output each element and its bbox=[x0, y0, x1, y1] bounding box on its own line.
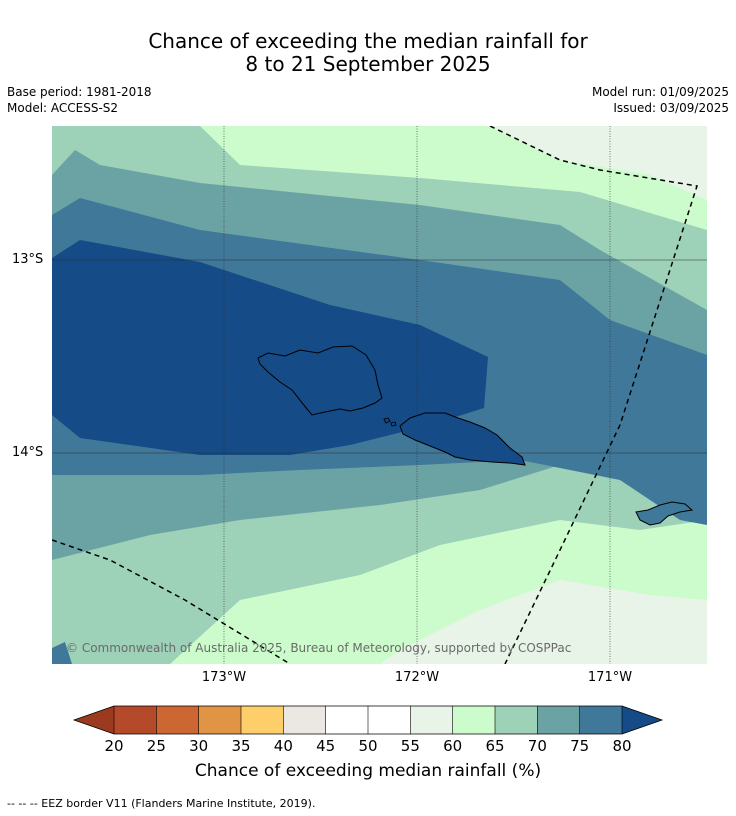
title-line-2: 8 to 21 September 2025 bbox=[245, 52, 491, 76]
colorbar-label: Chance of exceeding median rainfall (%) bbox=[194, 761, 542, 781]
colorbar-segment bbox=[156, 706, 200, 734]
colorbar-segment bbox=[368, 706, 411, 734]
graticule-lat bbox=[52, 259, 707, 454]
apolima-island bbox=[390, 421, 397, 427]
copyright-text: © Commonwealth of Australia 2025, Bureau… bbox=[66, 641, 572, 655]
upolu-island bbox=[399, 412, 526, 466]
lat-label-13s: 13°S bbox=[12, 252, 44, 267]
savaii-island bbox=[257, 345, 383, 416]
colorbar-segment bbox=[579, 706, 623, 734]
colorbar-tick-label: 50 bbox=[358, 737, 378, 755]
colorbar-segment bbox=[283, 706, 327, 734]
colorbar-tick-label: 80 bbox=[612, 737, 632, 755]
lon-label-171w: 171°W bbox=[587, 670, 633, 685]
colorbar-tick-label: 75 bbox=[570, 737, 590, 755]
colorbar-tick-label: 45 bbox=[316, 737, 336, 755]
colorbar-segment bbox=[325, 706, 369, 734]
colorbar-extend-high bbox=[622, 706, 662, 734]
band-patch-bottom-left bbox=[52, 642, 72, 664]
colorbar-tick-label: 65 bbox=[485, 737, 505, 755]
chart-title: Chance of exceeding the median rainfall … bbox=[0, 30, 736, 76]
colorbar-segment bbox=[537, 706, 581, 734]
manono-island bbox=[383, 417, 391, 424]
colorbar-tick-label: 70 bbox=[527, 737, 547, 755]
colorbar-segment bbox=[452, 706, 496, 734]
colorbar-segment bbox=[198, 706, 242, 734]
colorbar-tick-label: 60 bbox=[443, 737, 463, 755]
colorbar-outline bbox=[72, 705, 664, 735]
colorbar bbox=[72, 705, 664, 735]
contour-field bbox=[52, 126, 707, 664]
colorbar-segment bbox=[495, 706, 538, 734]
colorbar-segment bbox=[241, 706, 284, 734]
lon-label-173w: 173°W bbox=[201, 670, 247, 685]
colorbar-tick-label: 30 bbox=[189, 737, 209, 755]
colorbar-tick-label: 35 bbox=[231, 737, 251, 755]
colorbar-tick-label: 40 bbox=[273, 737, 293, 755]
colorbar-extend-low bbox=[74, 706, 114, 734]
model-text: Model: ACCESS-S2 bbox=[7, 101, 119, 115]
colorbar-segment bbox=[410, 706, 454, 734]
colorbar-tick-label: 55 bbox=[400, 737, 420, 755]
eez-footnote: -- -- -- EEZ border V11 (Flanders Marine… bbox=[7, 797, 316, 810]
colorbar-tick-label: 20 bbox=[104, 737, 124, 755]
colorbar-tick-label: 25 bbox=[146, 737, 166, 755]
issued-text: Issued: 03/09/2025 bbox=[613, 101, 729, 115]
lat-label-14s: 14°S bbox=[12, 445, 44, 460]
base-period-text: Base period: 1981-2018 bbox=[7, 85, 152, 99]
title-line-1: Chance of exceeding the median rainfall … bbox=[148, 29, 588, 53]
meta-right: Model run: 01/09/2025 Issued: 03/09/2025 bbox=[592, 84, 729, 116]
lon-label-172w: 172°W bbox=[394, 670, 440, 685]
eez-border bbox=[52, 126, 698, 664]
colorbar-segment bbox=[114, 706, 157, 734]
tutuila-island bbox=[635, 501, 694, 526]
graticule bbox=[223, 126, 611, 664]
model-run-text: Model run: 01/09/2025 bbox=[591, 85, 729, 99]
meta-left: Base period: 1981-2018 Model: ACCESS-S2 bbox=[7, 84, 152, 116]
band-80-core bbox=[52, 240, 488, 455]
